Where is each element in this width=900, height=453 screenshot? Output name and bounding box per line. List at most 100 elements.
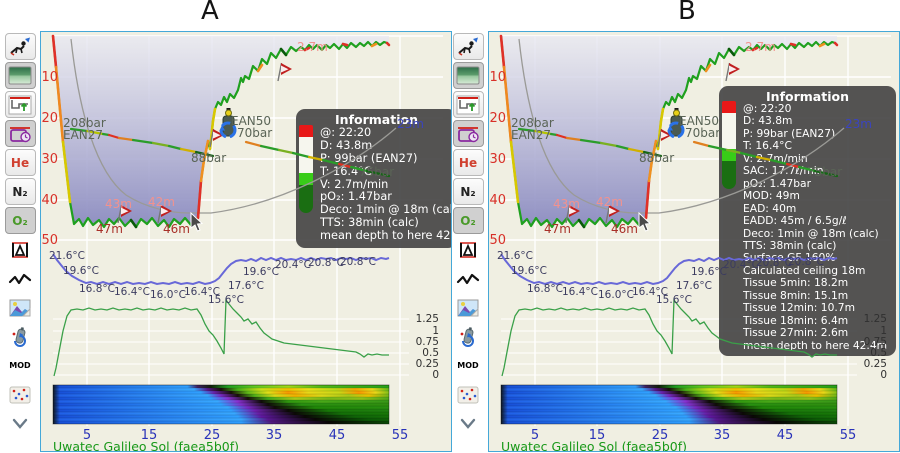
info-row: D: 43.8m bbox=[320, 138, 373, 152]
photos-button[interactable] bbox=[453, 294, 484, 321]
mod-icon: MOD bbox=[9, 361, 31, 370]
photos-icon bbox=[9, 299, 31, 317]
gauge-segment bbox=[299, 173, 313, 185]
dive-mode-button[interactable] bbox=[4, 33, 36, 60]
dc-ceiling-button[interactable] bbox=[4, 120, 36, 147]
toggle-phe-button[interactable]: He bbox=[452, 149, 484, 176]
scatter-icon bbox=[456, 385, 480, 405]
tooltip-rows: @: 22:20 D: 43.8m P: 99bar (EAN27) T: 16.4°… bbox=[320, 126, 452, 243]
he-label: He bbox=[458, 155, 478, 170]
information-tooltip: Information @: 22:20 D: 43.8m P: 99bar (EAN… bbox=[296, 109, 452, 248]
dive-profile-chart[interactable]: Information @: 22:20 D: 43.8m P: 99bar (EAN… bbox=[488, 31, 900, 452]
tank-pressure-gauge bbox=[299, 125, 313, 213]
info-row: T: 16.4°C bbox=[320, 164, 372, 178]
info-row: Surface GF 160% bbox=[743, 251, 836, 264]
o2-label: O₂ bbox=[12, 213, 28, 228]
info-row: pO₂: 1.47bar bbox=[743, 176, 812, 190]
ruler-button[interactable] bbox=[453, 236, 484, 263]
n2-label: N₂ bbox=[460, 184, 476, 199]
heartrate-button[interactable] bbox=[453, 265, 484, 292]
info-row: Tissue 5min: 18.2m bbox=[743, 276, 849, 289]
info-row: Tissue 18min: 6.4m bbox=[743, 313, 849, 327]
toggle-pn2-button[interactable]: N₂ bbox=[452, 178, 484, 205]
dc-ceiling-icon bbox=[8, 124, 32, 144]
info-row: Tissue 8min: 15.1m bbox=[743, 288, 849, 302]
info-row: Tissue 12min: 10.7m bbox=[743, 301, 856, 314]
collapse-button[interactable] bbox=[453, 410, 484, 437]
info-row: mean depth to here 42.4m bbox=[320, 229, 451, 243]
tooltip-rows: @: 22:20 D: 43.8m P: 99bar (EAN27) T: 16.4°… bbox=[743, 102, 894, 351]
toggle-po2-button[interactable]: O₂ bbox=[4, 207, 36, 234]
info-row: SAC: 17.7ℓ/min bbox=[743, 164, 824, 177]
info-row: P: 99bar (EAN27) bbox=[320, 151, 418, 165]
mod-button[interactable]: MOD bbox=[5, 352, 36, 379]
he-label: He bbox=[10, 155, 30, 170]
info-row: pO₂: 1.47bar bbox=[320, 190, 392, 204]
ruler-button[interactable] bbox=[5, 236, 36, 263]
scatter-icon bbox=[8, 385, 32, 405]
mod-button[interactable]: MOD bbox=[453, 352, 484, 379]
info-row: @: 22:20 bbox=[743, 102, 792, 115]
scatter-button[interactable] bbox=[453, 381, 484, 408]
info-row: MOD: 49m bbox=[743, 189, 800, 202]
heartrate-icon bbox=[8, 270, 32, 288]
gauge-segment bbox=[722, 161, 736, 189]
photos-icon bbox=[457, 299, 479, 317]
info-row: Tissue 27min: 2.6m bbox=[743, 326, 849, 339]
show-picture-button[interactable] bbox=[4, 62, 36, 89]
chevron-down-icon bbox=[456, 417, 480, 431]
info-row: EADD: 45m / 6.5g/ℓ bbox=[743, 214, 847, 227]
info-row: TTS: 38min (calc) bbox=[743, 238, 837, 252]
info-row: @: 22:20 bbox=[320, 126, 372, 139]
diver-icon bbox=[8, 37, 30, 58]
gaschange-button[interactable] bbox=[5, 323, 36, 350]
tooltip-title: Information bbox=[335, 112, 418, 127]
info-row: Deco: 1min @ 18m (calc) bbox=[743, 226, 879, 239]
gauge-segment bbox=[299, 125, 313, 137]
info-row: TTS: 38min (calc) bbox=[320, 216, 419, 230]
heartrate-icon bbox=[456, 270, 480, 288]
toggle-pn2-button[interactable]: N₂ bbox=[4, 178, 36, 205]
o2-label: O₂ bbox=[460, 213, 476, 228]
dive-profile-chart[interactable]: Information @: 22:20 D: 43.8m P: 99bar (EAN… bbox=[40, 31, 452, 452]
picture-icon bbox=[456, 66, 480, 86]
info-row: Deco: 1min @ 18m (calc) bbox=[320, 203, 452, 217]
scatter-button[interactable] bbox=[5, 381, 36, 408]
gauge-segment bbox=[722, 101, 736, 113]
info-row: P: 99bar (EAN27) bbox=[743, 126, 836, 140]
gaschange-button[interactable] bbox=[453, 323, 484, 350]
tank-icon bbox=[12, 326, 31, 348]
calc-ceiling-button[interactable] bbox=[452, 91, 484, 118]
gauge-segment bbox=[722, 149, 736, 161]
n2-label: N₂ bbox=[12, 184, 28, 199]
profile-toolbar: He N₂ O₂ MOD bbox=[3, 33, 37, 437]
ceiling-icon bbox=[456, 95, 480, 115]
chevron-down-icon bbox=[8, 417, 32, 431]
dc-ceiling-icon bbox=[456, 124, 480, 144]
ceiling-icon bbox=[8, 95, 32, 115]
picture-icon bbox=[8, 66, 32, 86]
info-row: D: 43.8m bbox=[743, 114, 793, 127]
info-row: T: 16.4°C bbox=[743, 139, 792, 152]
dive-mode-button[interactable] bbox=[452, 33, 484, 60]
diver-icon bbox=[456, 37, 478, 58]
info-row: V: 2.7m/min bbox=[320, 177, 389, 191]
photos-button[interactable] bbox=[5, 294, 36, 321]
show-picture-button[interactable] bbox=[452, 62, 484, 89]
calc-ceiling-button[interactable] bbox=[4, 91, 36, 118]
toggle-po2-button[interactable]: O₂ bbox=[452, 207, 484, 234]
info-row: V: 2.7m/min bbox=[743, 151, 808, 165]
info-row: Calculated ceiling 18m bbox=[743, 263, 866, 277]
ruler-icon bbox=[460, 240, 476, 260]
toggle-phe-button[interactable]: He bbox=[4, 149, 36, 176]
panel-title: B bbox=[678, 0, 696, 26]
panel-title: A bbox=[201, 0, 219, 26]
info-row: EAD: 40m bbox=[743, 201, 797, 215]
heartrate-button[interactable] bbox=[5, 265, 36, 292]
gauge-segment bbox=[299, 137, 313, 173]
dc-ceiling-button[interactable] bbox=[452, 120, 484, 147]
information-tooltip: Information @: 22:20 D: 43.8m P: 99bar (EAN… bbox=[719, 86, 896, 356]
tank-icon bbox=[460, 326, 479, 348]
collapse-button[interactable] bbox=[5, 410, 36, 437]
